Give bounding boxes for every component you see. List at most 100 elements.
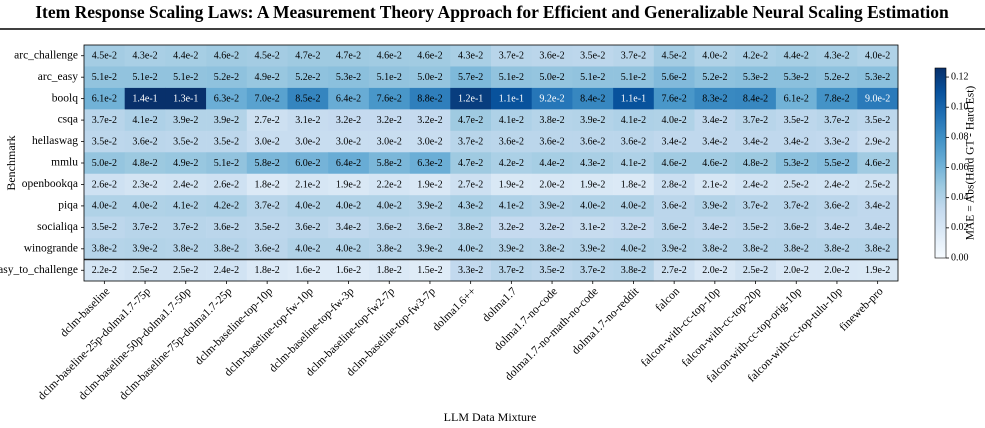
cell-label: 6.4e-2	[336, 93, 361, 104]
cell-label: 5.2e-2	[702, 72, 727, 83]
cell-label: 3.9e-2	[539, 201, 564, 212]
heatmap-cell	[84, 173, 125, 196]
cell-label: 4.6e-2	[214, 51, 239, 62]
heatmap-cell	[613, 238, 655, 260]
heatmap-cell	[328, 130, 370, 153]
heatmap-cell	[450, 195, 492, 217]
cell-label: 1.1e-1	[621, 93, 646, 104]
cell-label: 4.2e-2	[214, 201, 239, 212]
cell-label: 4.3e-2	[458, 201, 483, 212]
cell-label: 3.8e-2	[173, 244, 198, 255]
cell-label: 3.6e-2	[417, 222, 442, 233]
cell-label: 3.9e-2	[417, 244, 442, 255]
cell-label: 5.1e-2	[214, 158, 239, 169]
heatmap-cell	[409, 66, 451, 89]
cell-label: 2.0e-2	[702, 265, 727, 276]
x-tick-label: dolma1.6++	[430, 286, 478, 334]
cell-label: 6.3e-2	[417, 158, 442, 169]
y-tick-label: piqa	[58, 200, 78, 212]
cell-label: 3.0e-2	[295, 136, 320, 147]
heatmap-cell	[816, 87, 858, 110]
heatmap-cell	[694, 66, 736, 89]
heatmap-cell	[124, 130, 166, 153]
cell-label: 3.7e-2	[499, 51, 524, 62]
heatmap-cell	[491, 87, 532, 110]
heatmap-cell	[246, 259, 288, 282]
cell-label: 5.1e-2	[621, 72, 646, 83]
heatmap-cell	[124, 66, 166, 89]
cell-label: 3.8e-2	[824, 244, 849, 255]
heatmap-cell	[287, 195, 329, 217]
heatmap-cell	[206, 109, 248, 132]
heatmap-cell	[368, 195, 410, 217]
heatmap-cell	[165, 173, 207, 196]
cell-label: 2.5e-2	[743, 265, 768, 276]
cell-label: 2.6e-2	[92, 179, 117, 190]
cell-label: 3.4e-2	[662, 136, 687, 147]
heatmap-cell	[613, 87, 655, 110]
cell-label: 6.1e-2	[92, 93, 117, 104]
y-tick-label: csqa	[58, 114, 78, 126]
heatmap-cell	[775, 130, 817, 153]
heatmap-cell	[165, 87, 207, 110]
cell-label: 4.0e-2	[621, 244, 646, 255]
heatmap-cell	[328, 238, 370, 260]
cell-label: 8.8e-2	[417, 93, 442, 104]
cell-label: 3.7e-2	[621, 51, 646, 62]
cell-label: 3.9e-2	[580, 244, 605, 255]
heatmap-cell	[124, 195, 166, 217]
heatmap-cell	[775, 109, 817, 132]
heatmap-cell	[857, 173, 899, 196]
cell-label: 9.2e-2	[539, 93, 564, 104]
cell-label: 3.8e-2	[702, 244, 727, 255]
colorbar-tick-label: 0.12	[951, 71, 969, 82]
heatmap-cell	[653, 45, 695, 67]
heatmap-cell	[328, 259, 370, 282]
cell-label: 4.4e-2	[173, 51, 198, 62]
heatmap-cell	[572, 87, 614, 110]
heatmap-cell	[368, 45, 410, 67]
cell-label: 2.5e-2	[173, 265, 198, 276]
cell-label: 3.7e-2	[255, 201, 280, 212]
x-tick-label: dolma1.7	[480, 285, 519, 324]
cell-label: 3.6e-2	[539, 51, 564, 62]
cell-label: 1.8e-2	[255, 179, 280, 190]
cell-label: 2.3e-2	[132, 179, 157, 190]
cell-label: 3.9e-2	[580, 115, 605, 126]
heatmap-cell	[450, 238, 492, 260]
cell-label: 3.6e-2	[662, 222, 687, 233]
heatmap-cell	[531, 45, 573, 67]
cell-label: 3.5e-2	[173, 136, 198, 147]
cell-label: 3.2e-2	[539, 222, 564, 233]
cell-label: 4.6e-2	[417, 51, 442, 62]
heatmap-cell	[287, 216, 329, 239]
cell-label: 4.9e-2	[173, 158, 198, 169]
heatmap-cell	[165, 238, 207, 260]
cell-label: 4.7e-2	[458, 158, 483, 169]
heatmap-cell	[368, 152, 410, 175]
heatmap-cell	[816, 130, 858, 153]
heatmap-cell	[368, 130, 410, 153]
heatmap-cell	[613, 130, 655, 153]
heatmap-cell	[572, 152, 614, 175]
heatmap-cell	[857, 45, 899, 67]
cell-label: 4.1e-2	[132, 115, 157, 126]
cell-label: 4.6e-2	[865, 158, 890, 169]
heatmap-cell	[165, 152, 207, 175]
heatmap-cell	[246, 109, 288, 132]
cell-label: 3.2e-2	[377, 115, 402, 126]
cell-label: 4.0e-2	[92, 201, 117, 212]
x-axis-label: LLM Data Mixture	[444, 410, 537, 424]
heatmap-cell	[409, 173, 451, 196]
heatmap-cell	[450, 87, 492, 110]
cell-label: 6.3e-2	[214, 93, 239, 104]
cell-label: 3.4e-2	[865, 222, 890, 233]
cell-label: 3.5e-2	[214, 136, 239, 147]
heatmap-cell	[491, 130, 532, 153]
cell-label: 4.1e-2	[499, 115, 524, 126]
cell-label: 4.0e-2	[377, 201, 402, 212]
heatmap-cell	[572, 66, 614, 89]
cell-label: 3.2e-2	[417, 115, 442, 126]
colorbar-tick-label: 0.00	[951, 252, 969, 263]
heatmap-cell	[287, 259, 329, 282]
